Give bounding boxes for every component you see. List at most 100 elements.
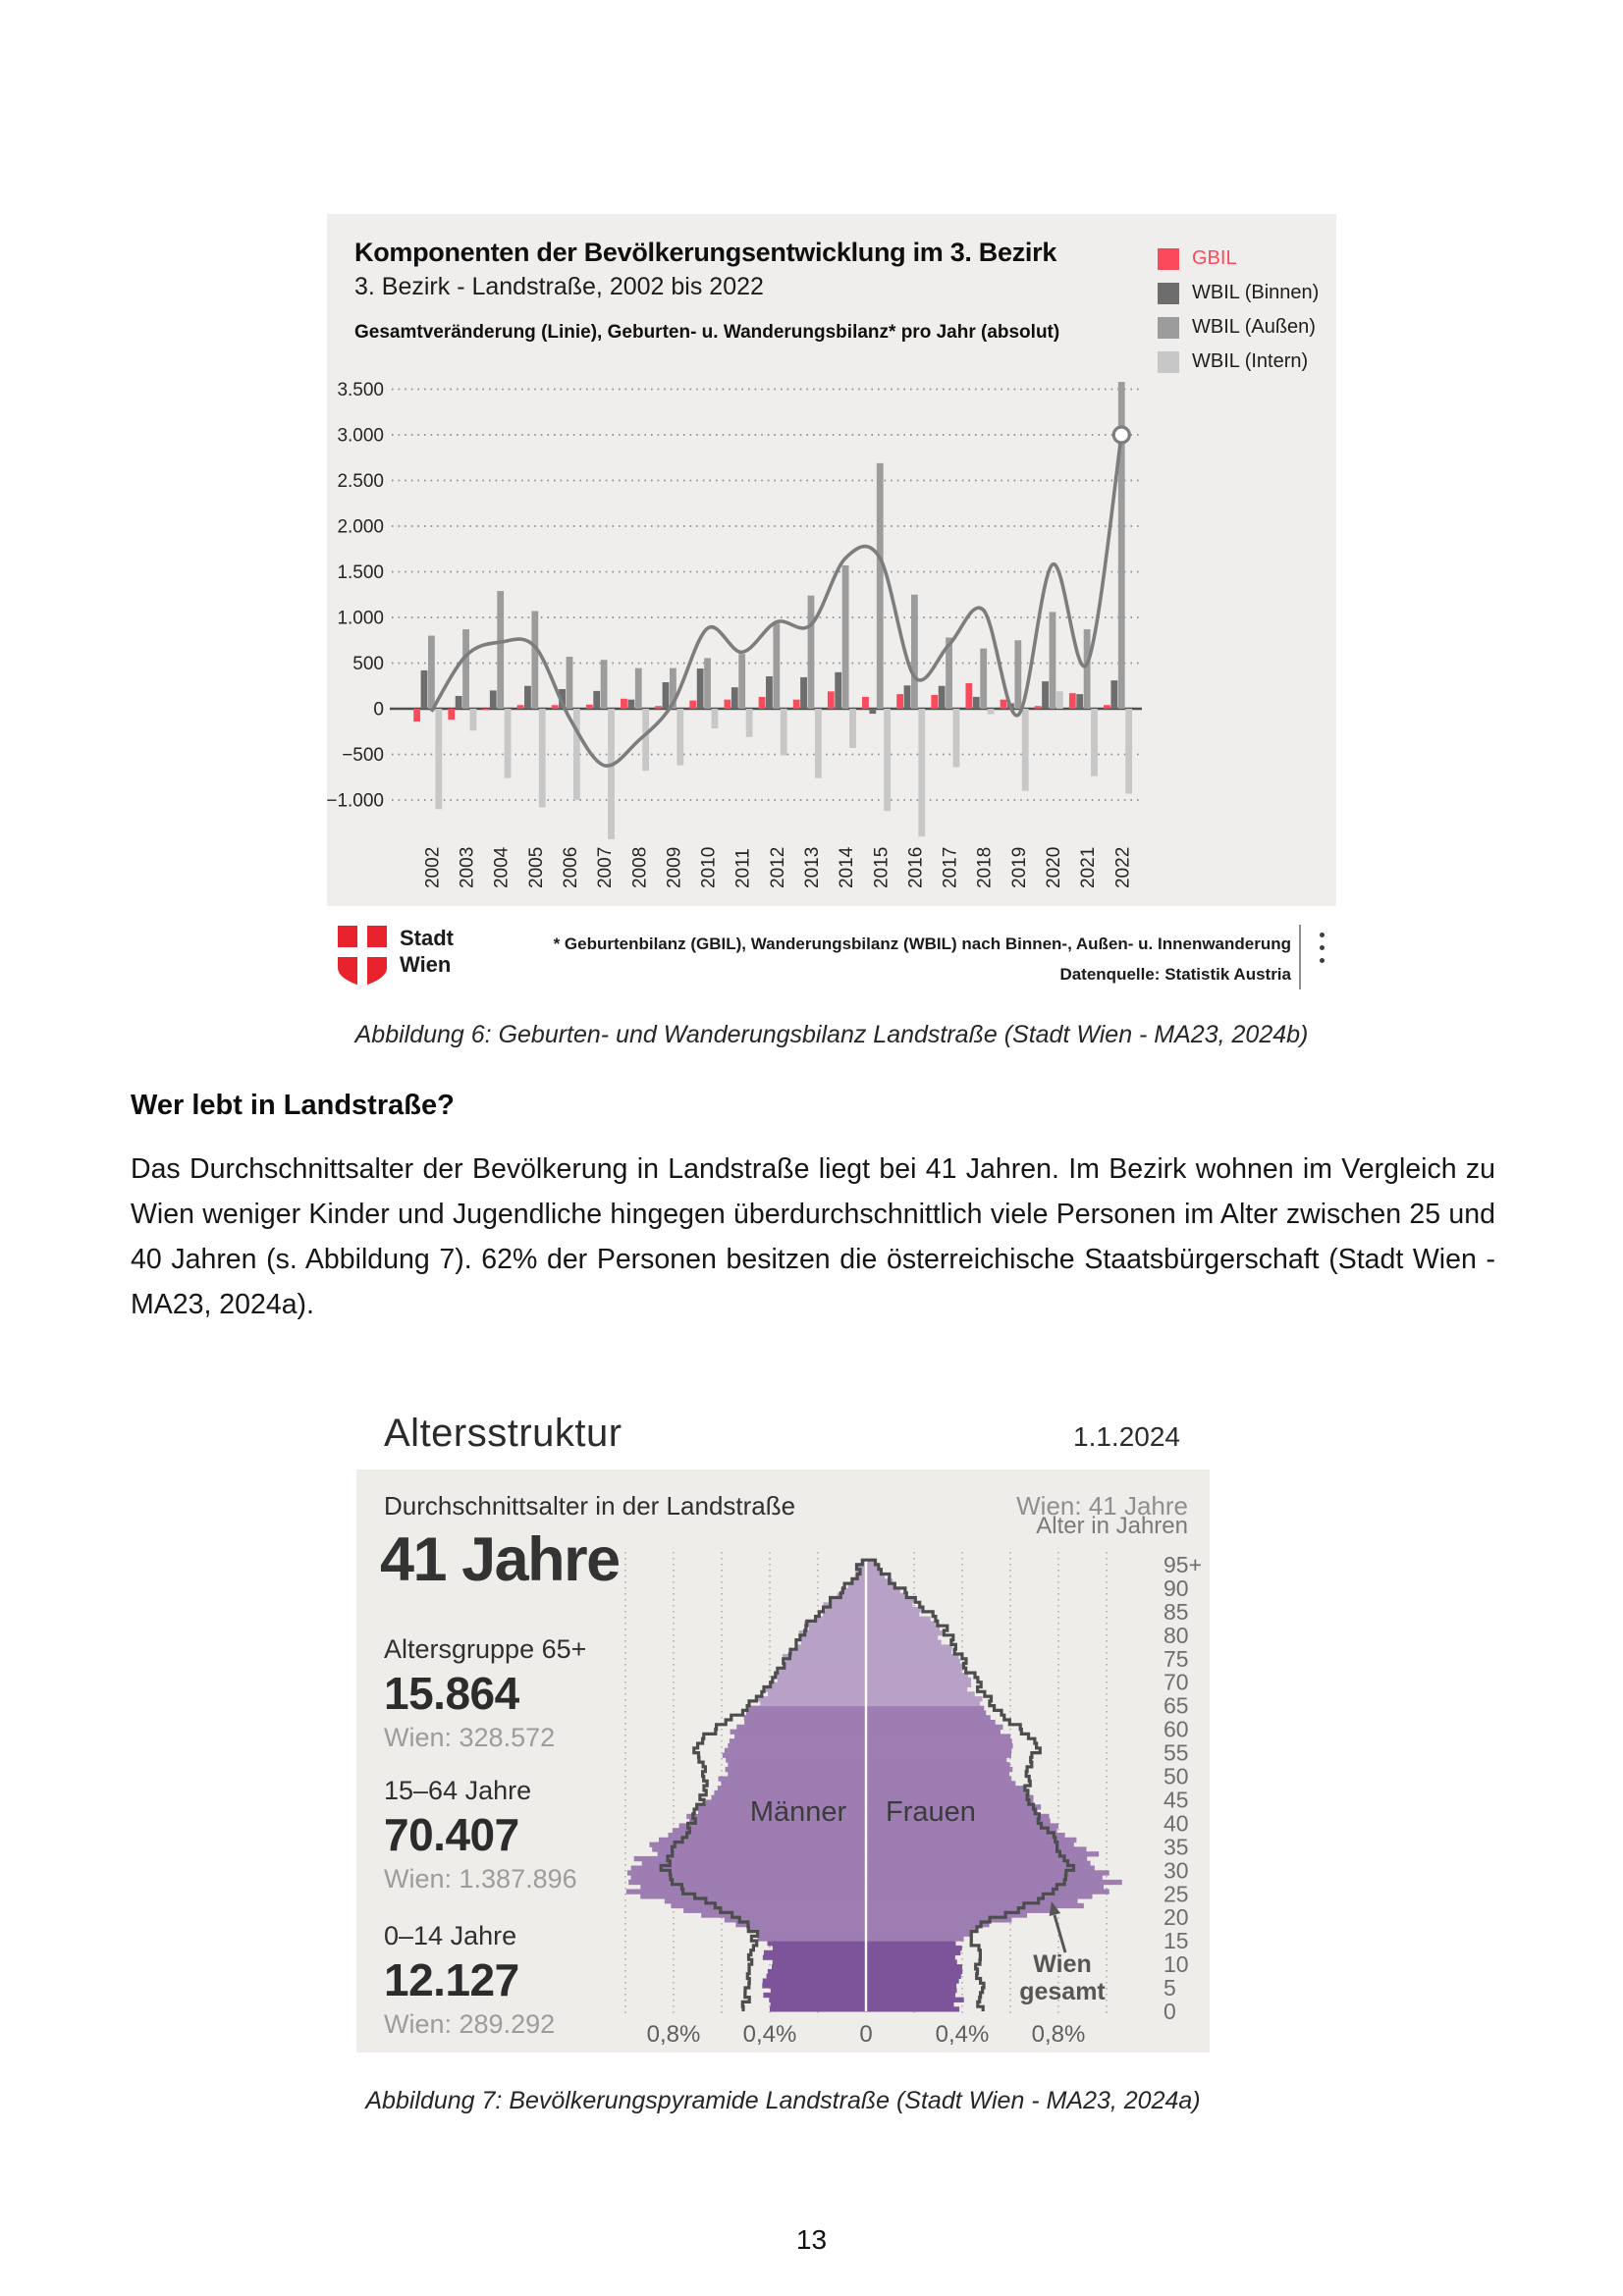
- svg-text:2011: 2011: [733, 848, 754, 888]
- svg-text:25: 25: [1163, 1881, 1189, 1906]
- figure7-title-row: Altersstruktur 1.1.2024: [356, 1412, 1210, 1456]
- svg-text:80: 80: [1163, 1623, 1189, 1648]
- svg-text:95+: 95+: [1163, 1552, 1202, 1577]
- figure7-wien-average: Wien: 41 Jahre: [1016, 1491, 1188, 1521]
- svg-text:75: 75: [1163, 1646, 1189, 1672]
- svg-text:0,8%: 0,8%: [647, 2021, 701, 2048]
- kebab-menu-icon[interactable]: [1320, 933, 1325, 963]
- svg-text:40: 40: [1163, 1810, 1189, 1836]
- svg-text:2003: 2003: [458, 847, 478, 888]
- figure7-panel-label: Durchschnittsalter in der Landstraße: [384, 1491, 796, 1521]
- stat-label: 15–64 Jahre: [384, 1776, 532, 1805]
- stat-value: 12.127: [384, 1954, 519, 2005]
- svg-text:15: 15: [1163, 1928, 1189, 1953]
- age-axis-label: Alter in Jahren: [1036, 1513, 1188, 1539]
- figure6-caption: Abbildung 6: Geburten- und Wanderungsbil…: [354, 1021, 1309, 1048]
- section-paragraph: Das Durchschnittsalter der Bevölkerung i…: [131, 1153, 1495, 1320]
- svg-text:45: 45: [1163, 1787, 1189, 1812]
- legend-item: GBIL: [1158, 247, 1319, 270]
- stat-block-15-64: 15–64 Jahre 70.407 Wien: 1.387.896: [384, 1776, 577, 1895]
- figure6-footnote: * Geburtenbilanz (GBIL), Wanderungsbilan…: [554, 929, 1291, 989]
- svg-text:2002: 2002: [422, 847, 443, 888]
- stat-label: 0–14 Jahre: [384, 1921, 517, 1950]
- wien-shield-icon: [338, 926, 387, 987]
- svg-text:0: 0: [859, 2021, 872, 2048]
- svg-text:2021: 2021: [1078, 847, 1099, 888]
- svg-text:2018: 2018: [975, 847, 996, 888]
- figure6-footer: Stadt Wien * Geburtenbilanz (GBIL), Wand…: [327, 919, 1336, 997]
- svg-text:2015: 2015: [871, 847, 892, 888]
- figure7-chart-panel: 0,8% 0,4% 0 0,4% 0,8% 0 5 10 15 20 25 30 35 40 45 50 55 6…: [356, 1469, 1210, 2053]
- figure6-chart-panel: Komponenten der Bevölkerungsentwicklung …: [327, 214, 1336, 906]
- svg-text:10: 10: [1163, 1951, 1189, 1977]
- population-pyramid-chart: 0,8% 0,4% 0 0,4% 0,8%05101520253035404550556…: [624, 1552, 1202, 2048]
- svg-text:2022: 2022: [1112, 847, 1133, 888]
- logo-line2: Wien: [400, 952, 452, 977]
- svg-text:70: 70: [1163, 1670, 1189, 1695]
- svg-text:3.500: 3.500: [337, 380, 384, 400]
- stat-value: 70.407: [384, 1809, 519, 1860]
- svg-text:500: 500: [352, 654, 384, 674]
- legend-item: WBIL (Außen): [1158, 316, 1319, 339]
- legend-swatch: [1158, 282, 1179, 304]
- svg-text:0: 0: [373, 700, 384, 721]
- figure6-axis-note: Gesamtveränderung (Linie), Geburten- u. …: [354, 322, 1060, 343]
- svg-text:2.500: 2.500: [337, 471, 384, 492]
- svg-text:2016: 2016: [905, 847, 926, 888]
- footnote-line2: Datenquelle: Statistik Austria: [1059, 965, 1291, 984]
- legend-label: GBIL: [1192, 247, 1237, 269]
- svg-text:2009: 2009: [664, 847, 684, 888]
- svg-text:2007: 2007: [595, 847, 616, 888]
- wien-gesamt-label: Wien: [1033, 1950, 1092, 1978]
- stat-block-65plus: Altersgruppe 65+ 15.864 Wien: 328.572: [384, 1634, 586, 1753]
- svg-text:1.500: 1.500: [337, 562, 384, 583]
- footnote-line1: * Geburtenbilanz (GBIL), Wanderungsbilan…: [553, 934, 1291, 953]
- stadt-wien-logo: Stadt Wien: [337, 925, 454, 988]
- figure6-chart: 3.500 3.000 2.500 2.000 1.500 1.000 500 0 −500 −1…: [327, 380, 1142, 888]
- figure6-title: Komponenten der Bevölkerungsentwicklung …: [354, 238, 1057, 267]
- svg-text:30: 30: [1163, 1857, 1189, 1883]
- stat-wien-value: Wien: 328.572: [384, 1723, 556, 1752]
- svg-text:2005: 2005: [526, 847, 547, 888]
- svg-text:0,8%: 0,8%: [1032, 2021, 1086, 2048]
- svg-text:2012: 2012: [768, 847, 788, 888]
- figure7-title: Altersstruktur: [384, 1412, 622, 1455]
- figure7-date: 1.1.2024: [1073, 1421, 1180, 1452]
- svg-text:90: 90: [1163, 1575, 1189, 1601]
- svg-text:2013: 2013: [802, 847, 823, 888]
- logo-line1: Stadt: [400, 926, 454, 950]
- figure7-caption: Abbildung 7: Bevölkerungspyramide Landst…: [365, 2087, 1201, 2114]
- svg-text:65: 65: [1163, 1693, 1189, 1719]
- svg-text:−500: −500: [342, 745, 384, 766]
- svg-text:60: 60: [1163, 1717, 1189, 1742]
- stat-block-0-14: 0–14 Jahre 12.127 Wien: 289.292: [384, 1921, 555, 2040]
- svg-text:35: 35: [1163, 1834, 1189, 1859]
- svg-text:2006: 2006: [561, 847, 581, 888]
- svg-text:2019: 2019: [1009, 847, 1030, 888]
- svg-text:2014: 2014: [837, 846, 857, 888]
- figure7-average-age: 41 Jahre: [380, 1525, 621, 1594]
- stat-wien-value: Wien: 1.387.896: [384, 1864, 577, 1894]
- svg-text:2.000: 2.000: [337, 517, 384, 538]
- legend-item: WBIL (Intern): [1158, 350, 1319, 373]
- stat-value: 15.864: [384, 1668, 519, 1719]
- figure6-subtitle: 3. Bezirk - Landstraße, 2002 bis 2022: [354, 273, 764, 300]
- legend-swatch: [1158, 316, 1179, 339]
- svg-text:0: 0: [1163, 1999, 1176, 2024]
- section-heading: Wer lebt in Landstraße?: [131, 1090, 455, 1121]
- figure6-legend: GBIL WBIL (Binnen) WBIL (Außen) WBIL (Inter…: [1158, 247, 1319, 385]
- svg-text:2008: 2008: [629, 847, 650, 888]
- stat-label: Altersgruppe 65+: [384, 1634, 587, 1664]
- svg-text:55: 55: [1163, 1740, 1189, 1766]
- svg-text:2020: 2020: [1044, 847, 1064, 888]
- svg-text:1.000: 1.000: [337, 609, 384, 629]
- svg-text:2010: 2010: [699, 847, 720, 888]
- svg-text:gesamt: gesamt: [1019, 1978, 1106, 2005]
- men-label: Männer: [750, 1796, 847, 1828]
- svg-text:3.000: 3.000: [337, 426, 384, 447]
- legend-label: WBIL (Außen): [1192, 316, 1316, 338]
- svg-text:−1.000: −1.000: [327, 791, 384, 812]
- svg-text:85: 85: [1163, 1599, 1189, 1625]
- legend-swatch: [1158, 350, 1179, 373]
- legend-swatch: [1158, 247, 1179, 270]
